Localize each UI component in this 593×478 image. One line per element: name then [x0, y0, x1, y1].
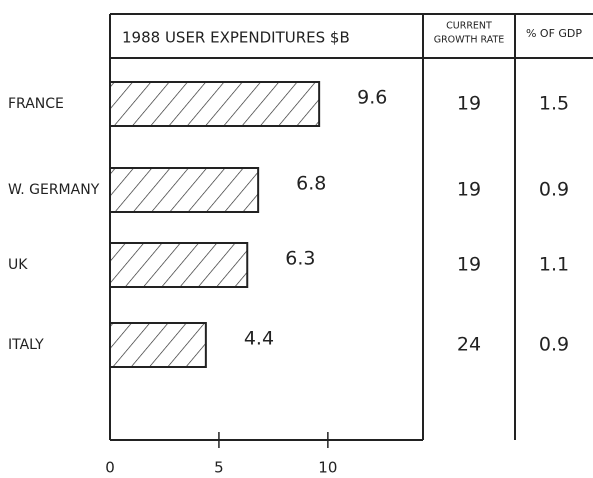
table-frame — [109, 13, 593, 441]
table-cell: 0.9 — [539, 179, 569, 201]
data-label: 9.6 — [357, 87, 387, 109]
bar — [109, 322, 207, 368]
column-header: GROWTH RATE — [434, 35, 505, 46]
table-cell: 19 — [457, 254, 481, 276]
table-cell: 19 — [457, 93, 481, 115]
bar — [109, 81, 321, 127]
table-cell: 24 — [457, 334, 481, 356]
bar — [109, 242, 249, 288]
bar — [109, 167, 260, 213]
table-cell: 0.9 — [539, 334, 569, 356]
y-tick-label: FRANCE — [8, 96, 64, 112]
chart-title: 1988 USER EXPENDITURES $B — [122, 29, 350, 47]
data-label: 6.8 — [296, 173, 326, 195]
data-label: 6.3 — [285, 248, 315, 270]
table-cell: 1.5 — [539, 93, 569, 115]
y-tick-label: UK — [8, 257, 28, 273]
x-tick-label: 0 — [105, 459, 115, 477]
x-tick-label: 5 — [214, 459, 224, 477]
column-header: % OF GDP — [526, 27, 582, 40]
y-tick-label: W. GERMANY — [8, 182, 100, 198]
data-label: 4.4 — [244, 328, 274, 350]
table-cell: 1.1 — [539, 254, 569, 276]
y-tick-label: ITALY — [8, 337, 44, 353]
column-header: CURRENT — [446, 21, 492, 32]
x-tick-label: 10 — [318, 459, 337, 477]
table-cell: 19 — [457, 179, 481, 201]
